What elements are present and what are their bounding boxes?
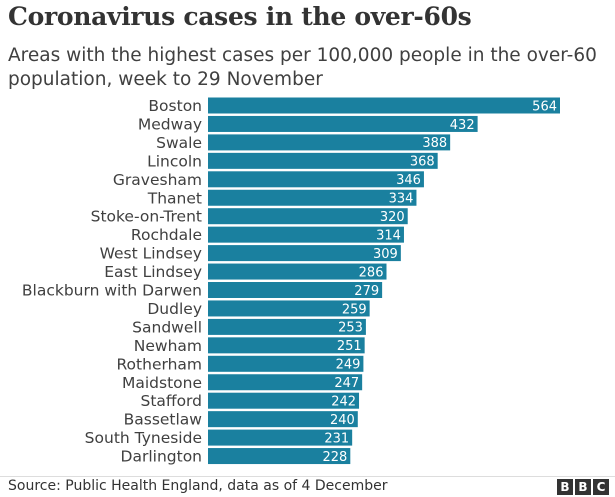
bar-18 xyxy=(208,429,353,446)
category-label-10: Blackburn with Darwen xyxy=(22,282,202,300)
bar-11 xyxy=(208,300,370,317)
value-label-1: 432 xyxy=(450,118,475,133)
value-label-10: 279 xyxy=(354,284,379,299)
bar-16 xyxy=(208,392,360,409)
bar-0 xyxy=(208,97,560,114)
bar-14 xyxy=(208,355,364,372)
bar-6 xyxy=(208,208,408,225)
category-label-11: Dudley xyxy=(147,300,202,318)
bar-4 xyxy=(208,171,424,188)
category-label-13: Newham xyxy=(134,337,202,355)
bar-5 xyxy=(208,189,417,206)
footer-divider xyxy=(0,476,615,477)
bar-7 xyxy=(208,226,404,243)
value-label-19: 228 xyxy=(322,450,347,465)
bar-13 xyxy=(208,337,365,354)
bbc-logo: B B C xyxy=(557,479,609,495)
bar-3 xyxy=(208,152,438,169)
bar-8 xyxy=(208,245,401,262)
category-label-9: East Lindsey xyxy=(104,263,202,281)
category-label-5: Thanet xyxy=(147,189,202,207)
category-label-15: Maidstone xyxy=(122,374,202,392)
bar-19 xyxy=(208,448,351,465)
category-label-8: West Lindsey xyxy=(100,245,202,263)
category-label-7: Rochdale xyxy=(131,226,202,244)
value-label-6: 320 xyxy=(380,210,405,225)
value-label-16: 242 xyxy=(331,395,356,410)
value-label-7: 314 xyxy=(376,228,401,243)
value-label-14: 249 xyxy=(336,358,361,373)
value-label-18: 231 xyxy=(324,431,349,446)
value-label-4: 346 xyxy=(396,173,421,188)
bar-chart: Boston 564 Medway 432 Swale 388 Lincoln 368 Grav… xyxy=(22,97,560,466)
category-label-14: Rotherham xyxy=(116,355,202,373)
chart-title: Coronavirus cases in the over-60s xyxy=(8,2,472,31)
category-label-6: Stoke-on-Trent xyxy=(91,208,202,226)
category-label-17: Bassetlaw xyxy=(124,411,203,429)
category-label-0: Boston xyxy=(148,97,202,115)
value-label-8: 309 xyxy=(373,247,398,262)
value-label-17: 240 xyxy=(330,413,355,428)
bar-17 xyxy=(208,411,358,428)
bar-10 xyxy=(208,282,383,298)
bar-1 xyxy=(208,115,478,132)
value-label-11: 259 xyxy=(342,302,367,317)
value-label-9: 286 xyxy=(359,265,384,280)
category-label-19: Darlington xyxy=(121,448,202,466)
category-label-3: Lincoln xyxy=(147,152,202,170)
value-label-13: 251 xyxy=(337,339,362,354)
bar-15 xyxy=(208,374,363,391)
source-note: Source: Public Health England, data as o… xyxy=(8,478,388,494)
logo-letter-b1: B xyxy=(557,479,573,495)
bar-9 xyxy=(208,263,387,280)
category-label-18: South Tyneside xyxy=(85,429,202,447)
logo-letter-b2: B xyxy=(575,479,591,495)
chart-subtitle: Areas with the highest cases per 100,000… xyxy=(8,45,597,90)
category-label-16: Stafford xyxy=(140,392,202,410)
logo-letter-c: C xyxy=(593,479,609,495)
value-label-3: 368 xyxy=(410,155,435,170)
category-label-2: Swale xyxy=(156,134,202,152)
category-label-1: Medway xyxy=(138,115,202,133)
value-label-0: 564 xyxy=(532,99,557,114)
bar-2 xyxy=(208,134,451,151)
value-label-15: 247 xyxy=(334,376,359,391)
value-label-12: 253 xyxy=(338,321,363,336)
value-label-5: 334 xyxy=(389,192,414,207)
category-label-12: Sandwell xyxy=(132,318,202,336)
value-label-2: 388 xyxy=(422,136,447,151)
category-label-4: Gravesham xyxy=(113,171,202,189)
bar-12 xyxy=(208,318,366,335)
